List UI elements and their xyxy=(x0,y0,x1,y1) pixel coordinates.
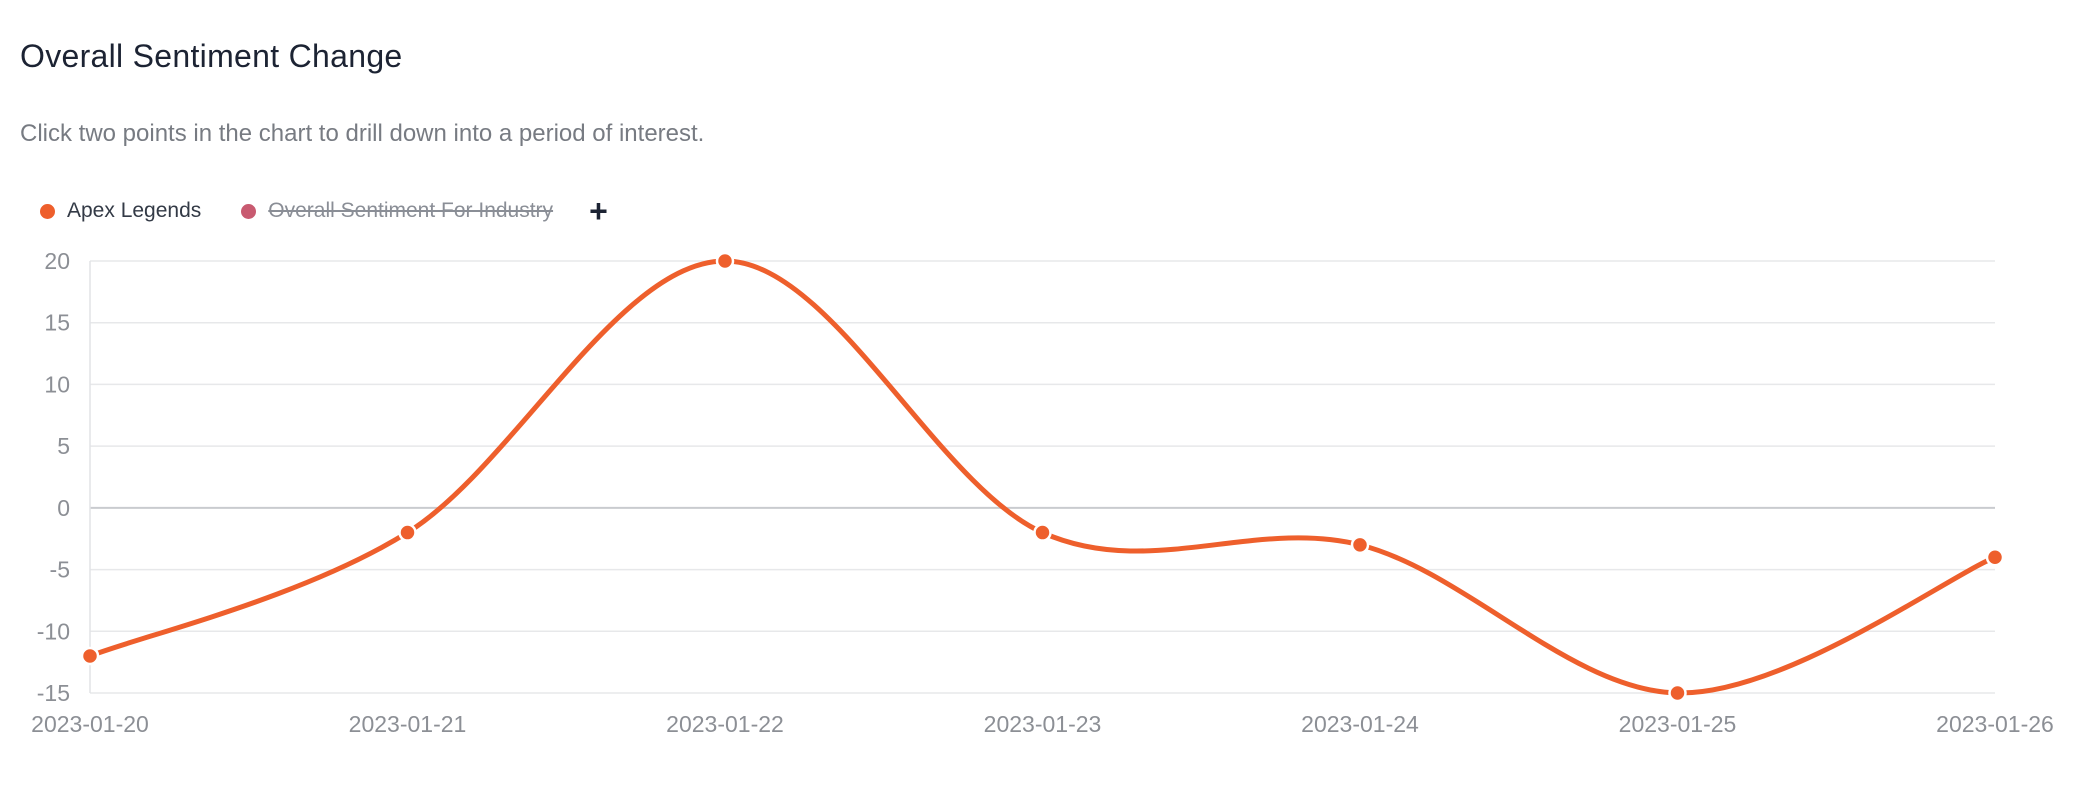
x-tick-label: 2023-01-20 xyxy=(31,711,149,737)
y-tick-label: 20 xyxy=(44,248,70,274)
chart-title: Overall Sentiment Change xyxy=(20,38,403,74)
legend-item-industry-sentiment[interactable]: Overall Sentiment For Industry xyxy=(241,199,553,223)
data-point[interactable] xyxy=(1033,523,1052,542)
y-tick-label: 15 xyxy=(44,310,70,336)
series-line-apex-legends xyxy=(87,258,1998,696)
chart-axes: 20 15 10 5 0 -5 -10 -15 2023-01-20 2023-01-21 2023… xyxy=(31,248,2054,737)
y-tick-label: -15 xyxy=(37,680,70,706)
legend-label: Overall Sentiment For Industry xyxy=(268,199,554,222)
legend-item-apex-legends[interactable]: Apex Legends xyxy=(40,199,201,223)
x-tick-label: 2023-01-23 xyxy=(984,711,1102,737)
data-point[interactable] xyxy=(80,646,100,666)
chart-series xyxy=(87,258,1998,696)
y-tick-label: -5 xyxy=(50,557,70,583)
data-point[interactable] xyxy=(1668,683,1687,703)
legend-marker-icon xyxy=(40,203,55,219)
chart-gridlines xyxy=(90,260,1995,694)
x-tick-label: 2023-01-21 xyxy=(349,711,467,737)
data-point[interactable] xyxy=(1985,547,2005,567)
data-point[interactable] xyxy=(398,523,417,542)
data-point[interactable] xyxy=(715,251,735,271)
chart-legend: Apex Legends Overall Sentiment For Indus… xyxy=(40,193,608,229)
x-tick-label: 2023-01-22 xyxy=(666,711,784,737)
y-tick-label: 10 xyxy=(44,371,70,397)
legend-marker-icon xyxy=(241,203,257,219)
y-tick-label: 0 xyxy=(57,495,70,521)
legend-label: Apex Legends xyxy=(67,199,202,222)
y-tick-label: 5 xyxy=(57,433,70,459)
add-series-icon[interactable]: + xyxy=(589,193,608,229)
x-tick-label: 2023-01-25 xyxy=(1619,711,1737,737)
chart-subtitle: Click two points in the chart to drill d… xyxy=(20,120,705,147)
chart-points xyxy=(80,251,2005,703)
data-point[interactable] xyxy=(1350,535,1370,555)
x-tick-label: 2023-01-24 xyxy=(1301,711,1419,737)
x-tick-label: 2023-01-26 xyxy=(1936,711,2054,737)
y-tick-label: -10 xyxy=(37,618,70,644)
